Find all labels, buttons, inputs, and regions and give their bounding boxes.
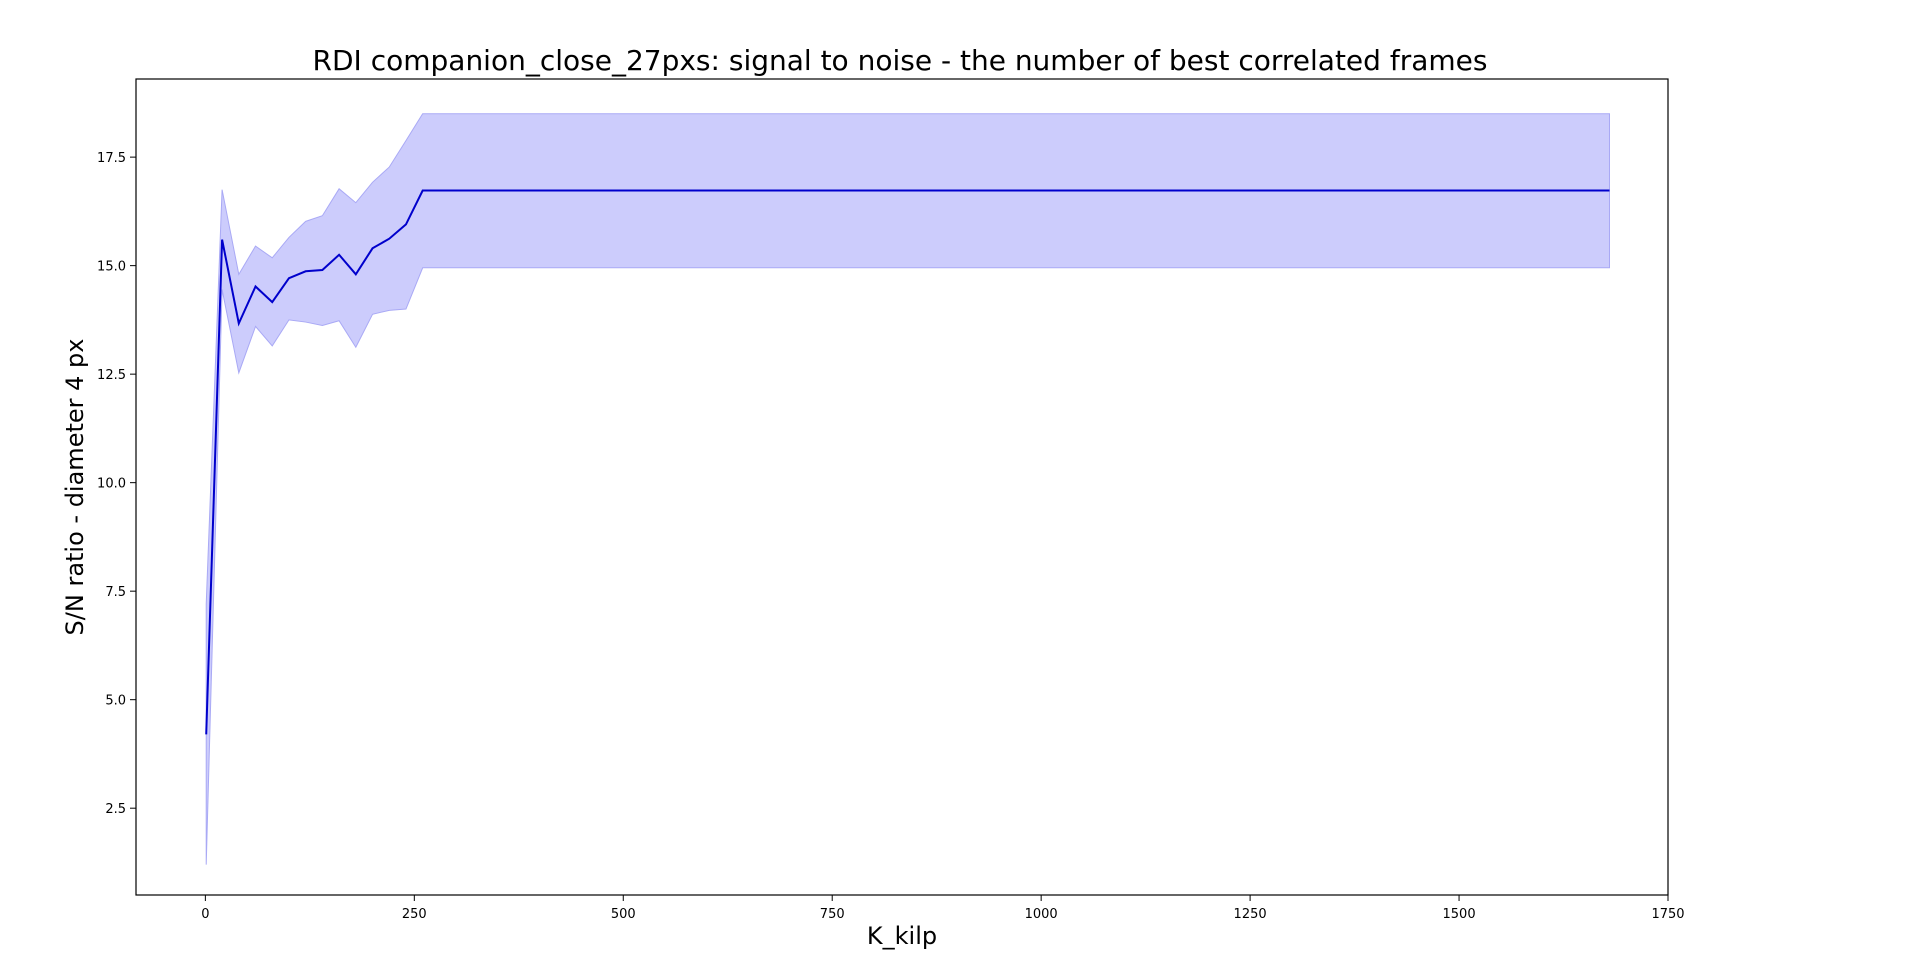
x-tick-label: 1000 [1025,907,1058,922]
y-axis-label: S/N ratio - diameter 4 px [61,339,89,636]
data-point [238,323,239,324]
data-point [222,239,223,240]
y-tick-label: 10.0 [97,477,126,492]
confidence-band [205,113,1610,865]
data-point [355,274,356,275]
data-point [206,734,207,735]
y-tick-label: 7.5 [105,585,126,600]
x-axis-label: K_kilp [867,922,937,950]
x-tick-label: 1500 [1443,907,1476,922]
x-tick-label: 250 [402,907,427,922]
data-point [288,278,289,279]
y-tick-label: 12.5 [97,368,126,383]
chart-title: RDI companion_close_27pxs: signal to noi… [313,44,1488,77]
data-point [422,190,423,191]
data-point [405,224,406,225]
data-point [372,248,373,249]
y-tick-label: 17.5 [97,151,126,166]
data-point [305,271,306,272]
data-point [255,286,256,287]
x-tick-label: 1750 [1651,907,1684,922]
data-point [339,254,340,255]
series-line [205,189,1610,735]
x-tick-label: 500 [611,907,636,922]
data-point [272,302,273,303]
y-tick-label: 2.5 [105,802,126,817]
x-tick-label: 1250 [1234,907,1267,922]
plot-area-frame [135,78,1669,896]
data-point [322,269,323,270]
x-tick-label: 0 [201,907,209,922]
x-tick-label: 750 [820,907,845,922]
y-tick-label: 5.0 [105,694,126,709]
y-tick-label: 15.0 [97,260,126,275]
data-point [1609,190,1610,191]
data-point [389,238,390,239]
